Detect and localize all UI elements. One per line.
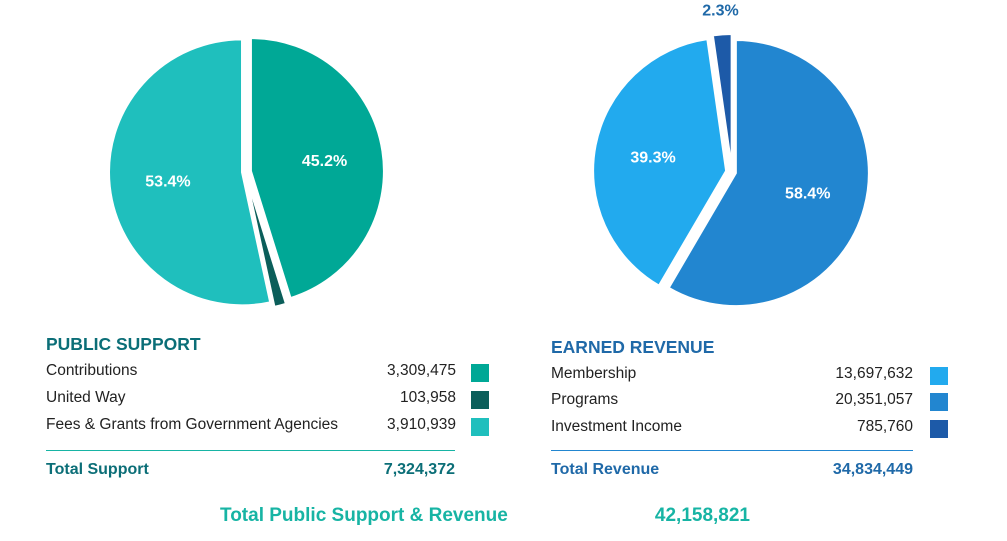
earned-revenue-pie-chart: 58.4% 39.3% 2.3% [592, 2, 870, 308]
legend-label: Investment Income [551, 418, 682, 435]
public-support-pie-chart: 45.2%1.4%53.4% [108, 37, 385, 309]
legend-value: 20,351,057 [835, 391, 913, 408]
swatch-programs [930, 393, 948, 411]
earned-revenue-title: EARNED REVENUE [551, 337, 715, 357]
earned-revenue-divider [551, 450, 913, 451]
legend-value: 3,910,939 [387, 416, 456, 433]
legend-value: 103,958 [399, 389, 456, 406]
swatch-investment-income [930, 420, 948, 438]
swatch-fees-grants [471, 418, 489, 436]
legend-row-fees-grants: Fees & Grants from Government Agencies 3… [46, 416, 491, 442]
legend-row-united-way: United Way 103,958 [46, 389, 491, 415]
public-support-divider [46, 450, 455, 451]
legend-value: 13,697,632 [835, 365, 913, 382]
grand-total-label: Total Public Support & Revenue [220, 505, 508, 526]
pie-label-investment-income: 2.3% [702, 2, 738, 19]
legend-label: Programs [551, 391, 619, 408]
legend-value: 3,309,475 [387, 362, 456, 379]
pie-slice-membership [592, 38, 728, 288]
legend-label: United Way [46, 389, 126, 406]
swatch-contributions [471, 364, 489, 382]
legend-row-membership: Membership 13,697,632 [551, 365, 951, 391]
total-support-value: 7,324,372 [383, 461, 455, 478]
pie-label-membership: 39.3% [630, 150, 675, 167]
pie-slice-contributions [249, 37, 385, 300]
pie-slice-united-way [245, 176, 288, 309]
total-revenue-label: Total Revenue [551, 461, 660, 478]
grand-total-value: 42,158,821 [654, 505, 750, 526]
legend-row-contributions: Contributions 3,309,475 [46, 362, 491, 388]
pie-label-contributions: 45.2% [302, 153, 347, 170]
legend-label: Fees & Grants from Government Agencies [46, 416, 339, 433]
pie-slice-programs [667, 39, 870, 308]
pie-slice-fees-and-grants-from-government-agencies [108, 38, 272, 307]
legend-value: 785,760 [856, 418, 913, 435]
pie-slice-investment-income [711, 33, 733, 168]
total-support-label: Total Support [46, 461, 149, 478]
swatch-membership [930, 367, 948, 385]
public-support-title: PUBLIC SUPPORT [46, 334, 201, 354]
legend-row-investment-income: Investment Income 785,760 [551, 418, 951, 444]
pie-label-fees-and-grants-from-government-agencies: 53.4% [145, 173, 190, 190]
swatch-united-way [471, 391, 489, 409]
legend-row-programs: Programs 20,351,057 [551, 391, 951, 417]
pie-label-programs: 58.4% [785, 186, 830, 203]
legend-label: Membership [551, 365, 637, 382]
total-revenue-value: 34,834,449 [832, 461, 913, 478]
legend-label: Contributions [46, 362, 138, 379]
